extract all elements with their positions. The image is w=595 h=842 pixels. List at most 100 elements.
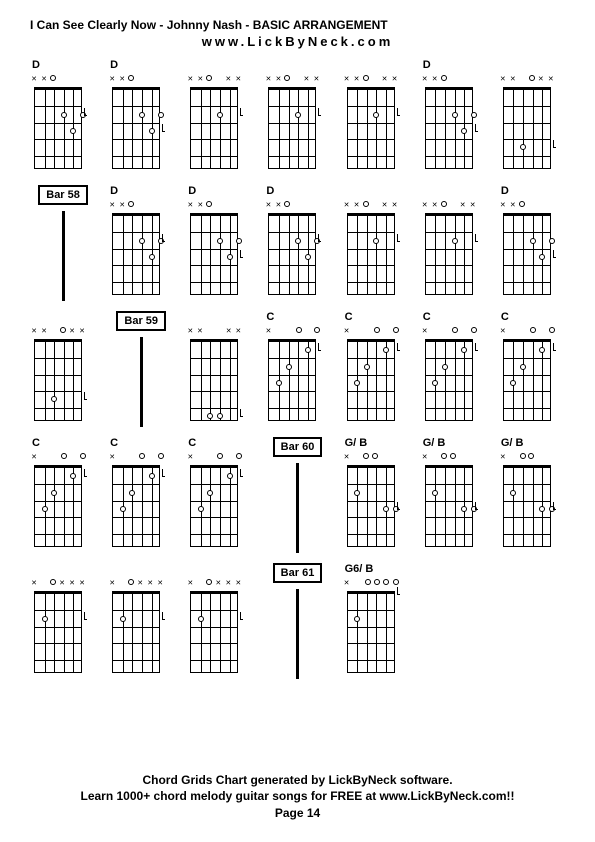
- chord-diagram: [264, 201, 320, 301]
- chord-cell: [343, 59, 409, 175]
- string-marker: [60, 327, 66, 333]
- string-marker: [196, 579, 204, 587]
- string-marker: [196, 327, 204, 335]
- play-tick: [84, 108, 87, 116]
- string-marker: [136, 75, 144, 83]
- string-marker: [129, 453, 137, 461]
- string-marker: [441, 201, 447, 207]
- string-marker: [40, 579, 48, 587]
- chord-diagram: [499, 201, 555, 301]
- string-marker: [186, 579, 194, 587]
- play-tick: [240, 409, 243, 417]
- fretboard: [190, 465, 238, 547]
- play-tick: [240, 469, 243, 477]
- finger-dot: [61, 112, 67, 118]
- play-tick: [162, 469, 165, 477]
- chord-cell: D: [186, 185, 252, 301]
- finger-dot: [539, 506, 545, 512]
- finger-dot: [442, 364, 448, 370]
- finger-dot: [383, 506, 389, 512]
- page-subtitle: www.LickByNeck.com: [30, 34, 565, 49]
- string-marker: [421, 453, 429, 461]
- chord-diagram: [108, 201, 164, 301]
- fretboard: [34, 87, 82, 169]
- string-marker: [136, 579, 144, 587]
- string-marker: [206, 201, 212, 207]
- chord-cell: C: [421, 311, 487, 427]
- finger-dot: [452, 238, 458, 244]
- chord-label: D: [188, 185, 196, 199]
- string-marker: [206, 579, 212, 585]
- string-marker: [380, 453, 388, 461]
- nut-markers: [343, 453, 399, 463]
- play-tick: [318, 234, 321, 242]
- nut-markers: [421, 201, 477, 211]
- string-marker: [509, 453, 517, 461]
- chord-cell: G/ B: [343, 437, 409, 553]
- string-marker: [217, 453, 223, 459]
- string-marker: [391, 201, 399, 209]
- fretboard: [503, 87, 551, 169]
- nut-markers: [421, 327, 477, 337]
- chord-row: Bar 59CCCC: [30, 311, 565, 427]
- finger-dot: [305, 254, 311, 260]
- string-marker: [354, 579, 362, 587]
- string-marker: [156, 579, 164, 587]
- string-marker: [381, 201, 389, 209]
- finger-dot: [207, 413, 213, 419]
- string-marker: [226, 453, 234, 461]
- finger-dot: [149, 128, 155, 134]
- string-marker: [509, 201, 517, 209]
- string-marker: [207, 453, 215, 461]
- fretboard: [190, 87, 238, 169]
- string-marker: [58, 75, 66, 83]
- finger-dot: [227, 254, 233, 260]
- string-marker: [431, 75, 439, 83]
- string-marker: [292, 75, 300, 83]
- string-marker: [148, 453, 156, 461]
- fretboard: [425, 465, 473, 547]
- string-marker: [205, 327, 213, 335]
- string-marker: [146, 75, 154, 83]
- page-footer: Chord Grids Chart generated by LickByNec…: [0, 772, 595, 822]
- nut-markers: [499, 75, 555, 85]
- string-marker: [236, 453, 242, 459]
- string-marker: [186, 75, 194, 83]
- finger-dot: [276, 380, 282, 386]
- string-marker: [547, 453, 555, 461]
- string-marker: [499, 453, 507, 461]
- string-marker: [274, 75, 282, 83]
- string-marker: [529, 75, 535, 81]
- string-marker: [509, 327, 517, 335]
- nut-markers: [108, 75, 164, 85]
- string-marker: [146, 579, 154, 587]
- string-marker: [197, 453, 205, 461]
- nut-markers: [499, 201, 555, 211]
- string-marker: [459, 75, 467, 83]
- fretboard: [347, 465, 395, 547]
- chord-label: C: [266, 311, 274, 325]
- nut-markers: [343, 327, 399, 337]
- string-marker: [234, 579, 242, 587]
- string-marker: [343, 201, 351, 209]
- chord-diagram: [186, 201, 242, 301]
- string-marker: [264, 201, 272, 209]
- bar-label: Bar 60: [273, 437, 323, 457]
- string-marker: [50, 579, 56, 585]
- fretboard: [268, 213, 316, 295]
- string-marker: [108, 201, 116, 209]
- bar-marker: Bar 60: [264, 437, 330, 553]
- play-tick: [553, 250, 556, 258]
- string-marker: [302, 201, 310, 209]
- finger-dot: [70, 473, 76, 479]
- finger-dot: [51, 396, 57, 402]
- fretboard: [34, 465, 82, 547]
- chord-label: C: [110, 437, 118, 451]
- chord-label: G/ B: [501, 437, 524, 451]
- bar-marker: Bar 61: [264, 563, 330, 679]
- finger-dot: [461, 128, 467, 134]
- chord-diagram: [30, 75, 86, 175]
- finger-dot: [129, 490, 135, 496]
- string-marker: [547, 75, 555, 83]
- chord-diagram: [499, 453, 555, 553]
